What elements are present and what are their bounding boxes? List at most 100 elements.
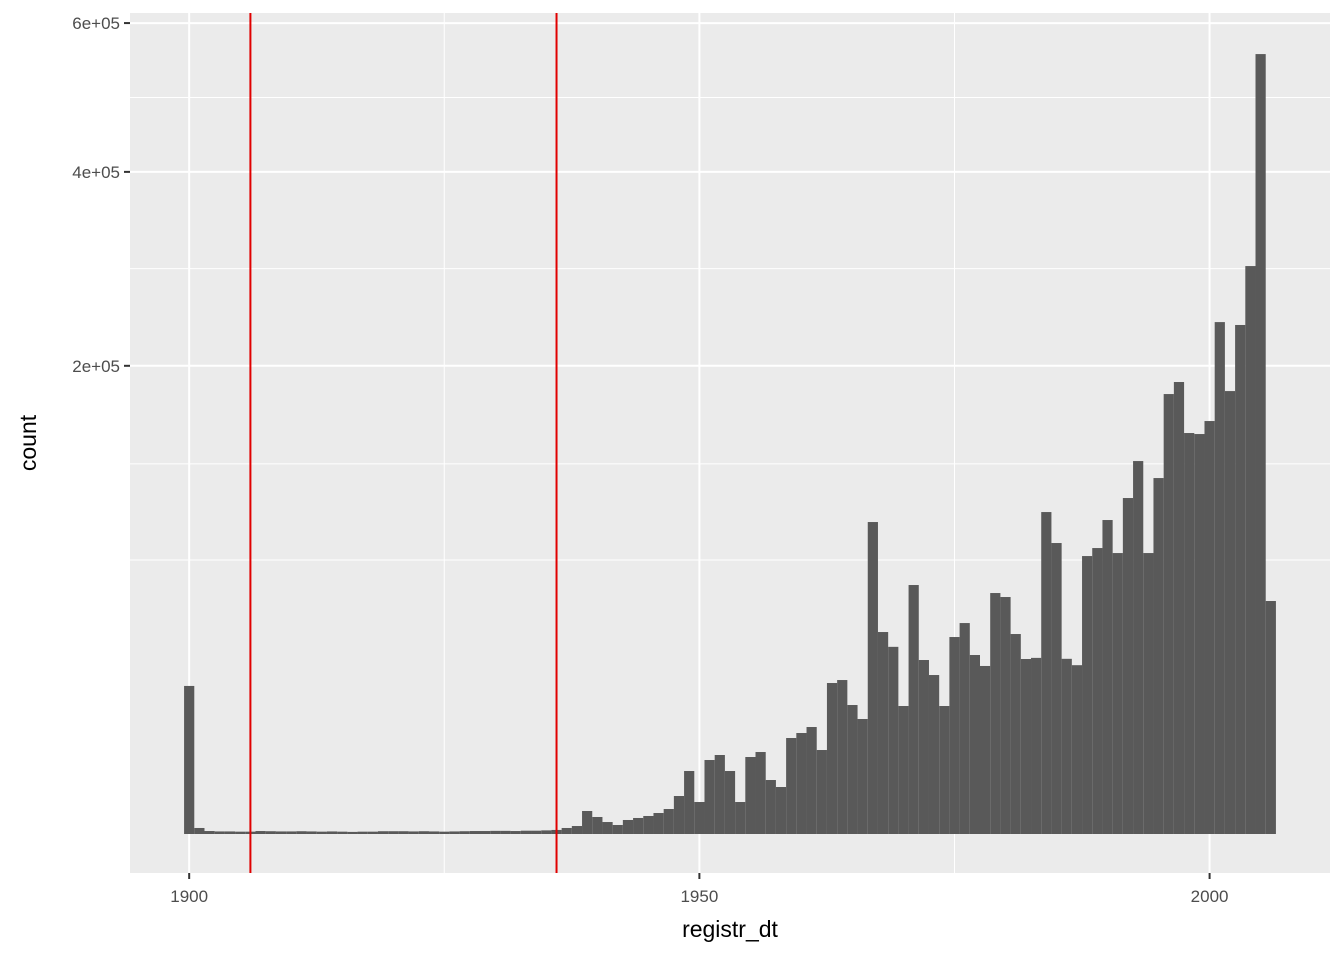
bar	[357, 831, 368, 834]
bar	[1010, 634, 1021, 834]
bar	[235, 831, 246, 834]
bar	[1122, 498, 1134, 834]
bar	[663, 809, 674, 834]
bar	[633, 817, 644, 834]
bar	[755, 752, 766, 834]
bar	[735, 802, 746, 834]
x-axis-title: registr_dt	[682, 916, 778, 942]
bar	[520, 830, 532, 834]
bar	[224, 831, 236, 834]
bar	[704, 760, 715, 834]
bar	[377, 831, 389, 834]
bar	[949, 637, 960, 834]
bar	[1163, 394, 1174, 834]
bar	[367, 831, 378, 834]
bar	[765, 780, 776, 834]
bar	[1133, 461, 1144, 834]
bar	[714, 755, 725, 834]
bar	[571, 826, 583, 834]
bar	[990, 593, 1001, 834]
bar	[1143, 553, 1154, 834]
bar	[531, 830, 542, 834]
bar	[908, 585, 919, 834]
bar	[1204, 421, 1215, 834]
bar	[826, 683, 838, 834]
bar	[867, 522, 878, 834]
bar	[214, 831, 225, 834]
bar	[745, 757, 756, 834]
bar	[1245, 266, 1256, 834]
bar	[296, 831, 307, 834]
bar	[724, 771, 736, 834]
bar	[877, 632, 889, 834]
x-tick-label: 1900	[170, 887, 208, 906]
bar	[643, 815, 654, 834]
bar	[510, 831, 521, 834]
bar	[306, 831, 317, 834]
bar	[1184, 433, 1195, 834]
bar	[1041, 512, 1052, 834]
bar	[939, 706, 950, 834]
bar	[194, 827, 205, 834]
bar	[1071, 665, 1083, 834]
bar	[326, 831, 338, 834]
bar	[388, 831, 399, 834]
bar	[847, 705, 858, 834]
bar	[653, 813, 664, 834]
x-tick-label: 1950	[680, 887, 718, 906]
bar	[806, 727, 817, 834]
bar	[969, 655, 980, 834]
bar	[1112, 553, 1123, 834]
bar	[561, 827, 572, 834]
y-axis-title: count	[15, 414, 41, 471]
bar	[337, 831, 348, 834]
bar	[602, 822, 613, 834]
bar	[1214, 322, 1225, 834]
bar	[255, 831, 266, 834]
bar	[1102, 520, 1113, 834]
bar	[265, 831, 276, 834]
bar	[449, 831, 460, 834]
y-tick-label: 2e+05	[72, 357, 120, 376]
bar	[1173, 382, 1185, 834]
bar	[1265, 601, 1276, 834]
bar	[1082, 556, 1093, 834]
bar	[408, 831, 419, 834]
bar	[490, 830, 501, 834]
bar	[1153, 478, 1164, 834]
x-tick-label: 2000	[1191, 887, 1229, 906]
bar	[1235, 324, 1246, 834]
bar	[184, 685, 195, 834]
bar	[316, 831, 327, 834]
bar	[959, 623, 970, 834]
bar	[816, 750, 827, 834]
bar	[857, 719, 868, 834]
bar	[428, 831, 440, 834]
bar	[204, 831, 215, 834]
bar	[928, 675, 940, 834]
bar	[398, 831, 409, 834]
bar	[1061, 658, 1072, 834]
bar	[1092, 548, 1103, 834]
bar	[918, 660, 929, 834]
bar	[837, 680, 848, 834]
y-tick-label: 6e+05	[72, 14, 120, 33]
bar	[1255, 54, 1266, 834]
bar	[888, 646, 899, 834]
bar	[469, 831, 480, 834]
bar	[1051, 543, 1062, 834]
bar	[622, 819, 634, 834]
bar	[898, 706, 909, 834]
bar	[1020, 659, 1032, 834]
bar	[592, 816, 603, 834]
bar	[459, 831, 470, 834]
y-tick-label: 4e+05	[72, 163, 120, 182]
bar	[1224, 391, 1236, 834]
bar	[347, 831, 358, 834]
bar	[1031, 657, 1042, 834]
bar	[775, 787, 787, 834]
bar	[439, 831, 450, 834]
bar	[286, 831, 297, 834]
bar	[480, 831, 491, 834]
